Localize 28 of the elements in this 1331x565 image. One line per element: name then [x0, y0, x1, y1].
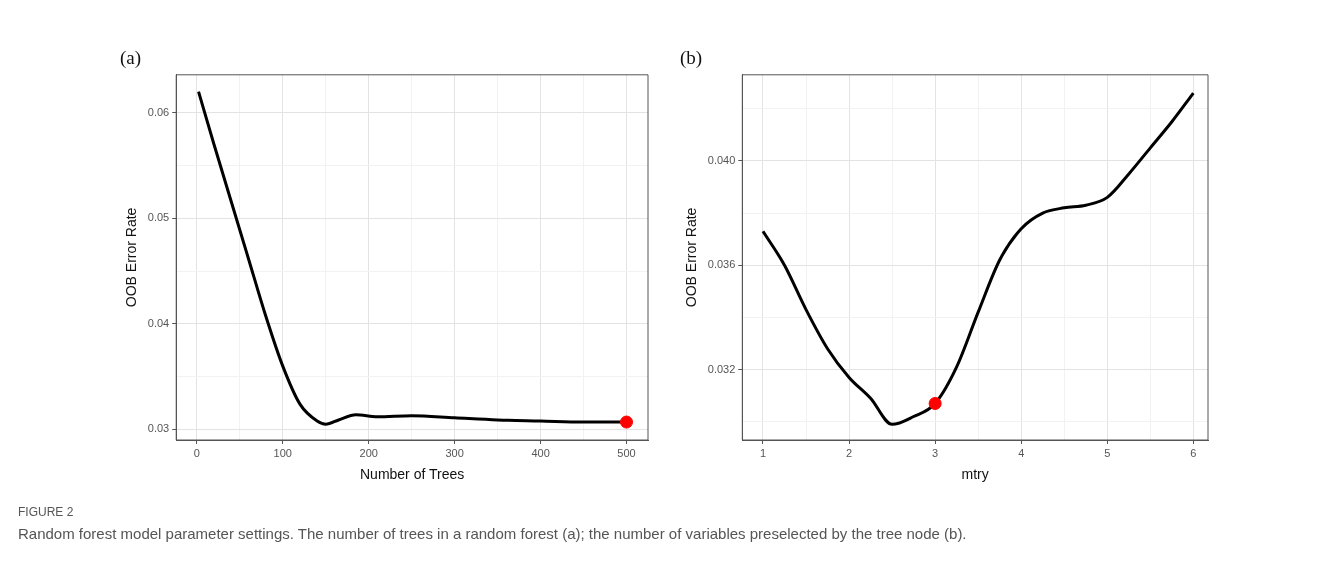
x-tick-label: 3 — [932, 446, 939, 459]
line-series — [761, 91, 1195, 426]
y-tick-label: 0.036 — [707, 258, 736, 271]
y-tick-label: 0.03 — [147, 422, 170, 435]
y-tick-label: 0.040 — [707, 153, 736, 166]
y-tick-label: 0.05 — [147, 211, 170, 224]
y-tick-label: 0.04 — [147, 316, 170, 329]
x-tick-label: 4 — [1018, 446, 1025, 459]
x-axis-title: mtry — [961, 466, 989, 483]
chart-title: (a) — [120, 47, 142, 70]
x-tick-label: 0 — [193, 446, 200, 459]
x-tick-label: 1 — [759, 446, 767, 459]
y-axis-title: OOB Error Rate — [683, 207, 700, 308]
x-tick-label: 400 — [531, 446, 550, 459]
y-axis-title: OOB Error Rate — [123, 207, 140, 308]
chart-title: (b) — [680, 47, 703, 70]
y-tick-label: 0.032 — [707, 362, 736, 375]
x-tick-label: 200 — [359, 446, 378, 459]
y-tick-label: 0.06 — [147, 105, 170, 118]
x-axis-title: Number of Trees — [359, 466, 465, 483]
text: Random forest model parameter settings. The number of trees in a random forest (a); the number of variables preselected by the tree node (b). — [18, 525, 967, 542]
x-tick-label: 300 — [445, 446, 464, 459]
x-tick-label: 500 — [617, 446, 636, 459]
x-tick-label: 100 — [273, 446, 292, 459]
caption: FIGURE 2 — [18, 505, 75, 519]
x-tick-label: 6 — [1190, 446, 1197, 459]
x-tick-label: 5 — [1104, 446, 1111, 459]
x-tick-label: 2 — [846, 446, 853, 459]
